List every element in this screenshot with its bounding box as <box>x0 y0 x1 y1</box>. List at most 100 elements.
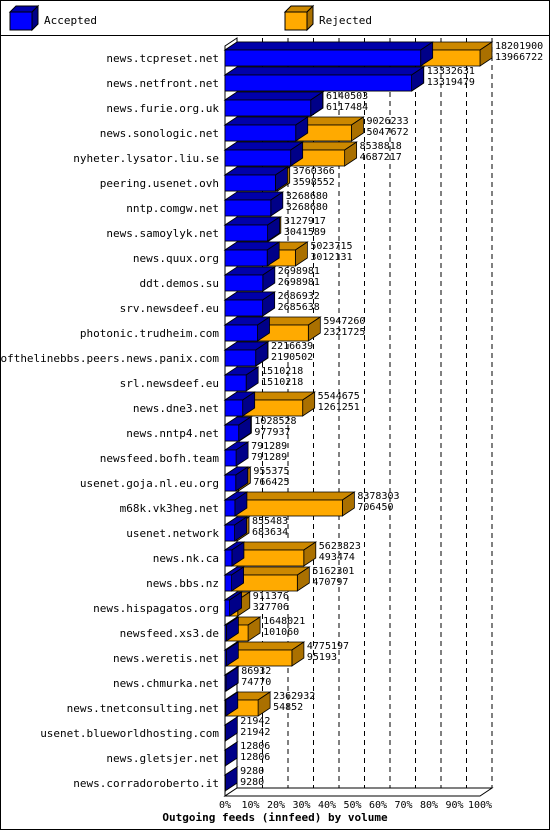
accepted-bar-face <box>224 349 257 367</box>
accepted-bar <box>223 516 248 542</box>
bar-row-label: news.tnetconsulting.net <box>67 702 219 715</box>
total-value-label: 1648021 <box>263 616 305 627</box>
accepted-bar <box>223 391 256 417</box>
bar-row-label: news.dne3.net <box>133 402 219 415</box>
accepted-bar <box>223 166 289 192</box>
bar-row-label: usenet.network <box>126 527 219 540</box>
accepted-bar <box>223 66 425 92</box>
legend: Accepted Rejected <box>8 4 372 32</box>
accepted-value-label: 3268680 <box>286 202 328 213</box>
accepted-bar-face <box>224 149 292 167</box>
accepted-value-label: 2698981 <box>278 277 320 288</box>
legend-accepted-swatch <box>8 4 40 32</box>
bar-row-label: m68k.vk3heg.net <box>120 502 219 515</box>
accepted-bar-face <box>224 249 268 267</box>
bar-row-label: news.netfront.net <box>106 77 219 90</box>
accepted-value-label: 2321725 <box>323 327 365 338</box>
accepted-bar-face <box>224 199 272 217</box>
x-tick-label: 30% <box>292 800 310 811</box>
accepted-bar <box>223 741 239 767</box>
total-value-label: 5544675 <box>318 391 360 402</box>
accepted-bar-face <box>224 624 227 642</box>
bar-row-label: news.hispagatos.org <box>93 602 219 615</box>
total-value-label: 8538818 <box>360 141 402 152</box>
accepted-bar-face <box>224 674 227 692</box>
accepted-value-label: 54852 <box>273 702 303 713</box>
accepted-bar <box>223 141 304 167</box>
total-value-label: 2686932 <box>278 291 320 302</box>
x-tick-label: 70% <box>394 800 412 811</box>
accepted-bar <box>223 191 285 217</box>
bar-row-label: news.sonologic.net <box>100 127 219 140</box>
accepted-value-label: 3598552 <box>293 177 335 188</box>
total-value-label: 4775197 <box>307 641 349 652</box>
accepted-value-label: 9280 <box>240 777 264 788</box>
accepted-bar-face <box>224 699 227 717</box>
accepted-bar-face <box>224 324 258 342</box>
accepted-bar-face <box>224 574 232 592</box>
accepted-bar-face <box>224 449 237 467</box>
accepted-bar-face <box>224 299 264 317</box>
accepted-bar-top <box>223 141 304 151</box>
bar-row-label: newsfeed.xs3.de <box>120 627 219 640</box>
accepted-bar-face <box>224 499 236 517</box>
bar-row-label: news.bbs.nz <box>146 577 219 590</box>
bar-row-label: photonic.trudheim.com <box>80 327 219 340</box>
accepted-bar <box>223 441 250 467</box>
bar-row-label: peering.usenet.ovh <box>100 177 219 190</box>
x-tick-label: 40% <box>318 800 336 811</box>
accepted-bar-face <box>224 274 264 292</box>
accepted-value-label: 470797 <box>312 577 348 588</box>
bar-row-label: news.tcpreset.net <box>106 52 219 65</box>
bar-row-label: ddt.demos.su <box>140 277 219 290</box>
accepted-bar <box>223 416 253 442</box>
accepted-bar <box>223 291 276 317</box>
accepted-bar-top <box>223 91 325 101</box>
accepted-value-label: 12806 <box>240 752 270 763</box>
accepted-bar-face <box>224 224 269 242</box>
total-value-label: 855483 <box>252 516 288 527</box>
bar-row-label: news.corradoroberto.it <box>73 777 219 790</box>
legend-rejected-swatch <box>283 4 315 32</box>
bar-row-label: news.chmurka.net <box>113 677 219 690</box>
accepted-value-label: 13319479 <box>427 77 475 88</box>
x-axis-ticks: 0% 10% 20% 30% 40% 50% 60% 70% 80% 90% 100% <box>219 800 492 811</box>
accepted-value-label: 327706 <box>253 602 289 613</box>
x-tick-label: 50% <box>343 800 361 811</box>
accepted-bar <box>223 366 260 392</box>
bar-row: endofthelinebbs.peers.news.panix.com 2216… <box>0 341 313 367</box>
accepted-value-label: 977937 <box>254 427 290 438</box>
accepted-bar-face <box>224 524 235 542</box>
accepted-bar-face <box>224 124 297 142</box>
total-value-label: 911376 <box>253 591 289 602</box>
bar-row-label: nntp.comgw.net <box>126 202 219 215</box>
accepted-bar <box>223 266 277 292</box>
total-value-label: 5023715 <box>310 241 352 252</box>
accepted-bar-face <box>224 474 237 492</box>
accepted-bar-face <box>224 99 312 117</box>
x-tick-label: 0% <box>219 800 231 811</box>
accepted-bar-face <box>224 549 233 567</box>
total-value-label: 21942 <box>240 716 270 727</box>
accepted-bar-face <box>224 649 227 667</box>
accepted-value-label: 6117484 <box>326 102 368 113</box>
bar-row-label: endofthelinebbs.peers.news.panix.com <box>0 352 219 365</box>
accepted-bar <box>223 616 240 642</box>
accepted-value-label: 683634 <box>252 527 288 538</box>
accepted-value-label: 706450 <box>357 502 393 513</box>
